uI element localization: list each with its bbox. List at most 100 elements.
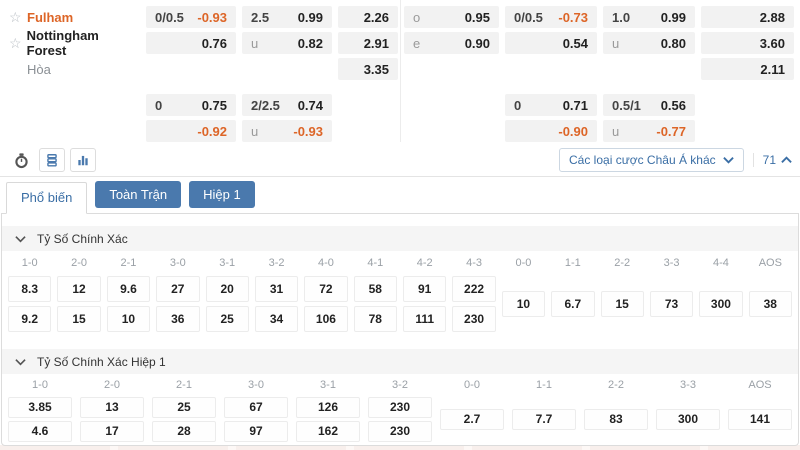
score-odds-cell[interactable]: 34 <box>254 306 299 332</box>
chevron-down-icon <box>722 157 734 164</box>
odds-cell-handicap2-away[interactable]: -0.92 <box>146 120 236 142</box>
score-odds-cell[interactable]: 162 <box>296 421 360 442</box>
score-odds-cell[interactable]: 27 <box>156 276 200 302</box>
odds-cell-handicap-away-h1[interactable]: 0.54 <box>505 32 597 54</box>
odds-cell-over[interactable]: 2.5 0.99 <box>242 6 332 28</box>
score-odds-cell[interactable]: 73 <box>649 291 694 317</box>
score-odds-cell[interactable]: 141 <box>728 409 792 430</box>
odds-cell-over2[interactable]: 2/2.5 0.74 <box>242 94 332 116</box>
odds-cell-handicap-home[interactable]: 0/0.5 -0.93 <box>146 6 236 28</box>
section-correct-score-header[interactable]: Tỷ Số Chính Xác <box>2 226 798 251</box>
odds-cell-1x2-draw[interactable]: 3.35 <box>338 58 398 80</box>
odds-cell-1x2-away[interactable]: 2.91 <box>338 32 398 54</box>
score-odds-cell[interactable]: 126 <box>296 397 360 418</box>
score-odds-cell[interactable]: 97 <box>224 421 288 442</box>
score-odds-cell[interactable]: 2.7 <box>440 409 504 430</box>
odds-value: 0.90 <box>464 35 490 51</box>
under-label: u <box>612 123 620 139</box>
score-odds-cell[interactable]: 36 <box>156 306 200 332</box>
under-label: u <box>251 123 259 139</box>
tab-first-half[interactable]: Hiệp 1 <box>189 181 255 208</box>
score-odds-cell[interactable]: 230 <box>368 397 432 418</box>
score-column-label: 1-0 <box>32 379 48 391</box>
score-odds-cell[interactable]: 83 <box>584 409 648 430</box>
odds-value: -0.93 <box>293 123 323 139</box>
stopwatch-icon[interactable] <box>8 148 34 172</box>
score-odds-cell[interactable]: 25 <box>152 397 216 418</box>
score-odds-cell[interactable]: 300 <box>699 291 743 317</box>
score-odds-cell[interactable]: 13 <box>80 397 144 418</box>
score-odds-cell[interactable]: 9.2 <box>8 306 52 332</box>
score-odds-cell[interactable]: 8.3 <box>8 276 52 302</box>
score-odds-cell[interactable]: 230 <box>452 306 496 332</box>
score-column-label: 3-0 <box>169 257 186 269</box>
bar-chart-icon[interactable] <box>70 148 96 172</box>
under-label: u <box>612 35 620 51</box>
score-odds-cell[interactable]: 58 <box>353 276 397 302</box>
score-odds-cell[interactable]: 31 <box>254 276 299 302</box>
score-odds-cell[interactable]: 28 <box>152 421 216 442</box>
total-line: 0.5/1 <box>612 97 641 113</box>
under-label: u <box>251 35 259 51</box>
favorite-star-icon[interactable]: ☆ <box>9 34 22 51</box>
odds-cell-handicap2-away-h1[interactable]: -0.90 <box>505 120 597 142</box>
odds-cell-under2[interactable]: u -0.93 <box>242 120 332 142</box>
odds-cell-handicap2-home[interactable]: 0 0.75 <box>146 94 236 116</box>
score-column-label: 3-2 <box>392 379 408 391</box>
score-odds-cell[interactable]: 91 <box>403 276 447 302</box>
chevron-down-icon[interactable] <box>15 235 26 243</box>
odds-cell-even[interactable]: e 0.90 <box>404 32 499 54</box>
odds-value: -0.92 <box>197 123 227 139</box>
odds-value: 0.76 <box>201 35 227 51</box>
odds-cell-1x2-draw-h1[interactable]: 2.11 <box>701 58 794 80</box>
score-odds-cell[interactable]: 7.7 <box>512 409 576 430</box>
tab-full-time[interactable]: Toàn Trận <box>95 181 182 208</box>
score-odds-cell[interactable]: 15 <box>57 306 101 332</box>
score-odds-cell[interactable]: 25 <box>205 306 249 332</box>
odds-value: 0.54 <box>562 35 588 51</box>
score-odds-cell[interactable]: 3.85 <box>8 397 72 418</box>
score-odds-cell[interactable]: 15 <box>600 291 644 317</box>
odds-cell-over-h1[interactable]: 1.0 0.99 <box>603 6 695 28</box>
score-odds-cell[interactable]: 17 <box>80 421 144 442</box>
odds-cell-handicap-away[interactable]: 0.76 <box>146 32 236 54</box>
odds-cell-under2-h1[interactable]: u -0.77 <box>603 120 695 142</box>
score-odds-cell[interactable]: 4.6 <box>8 421 72 442</box>
odds-cell-odd[interactable]: o 0.95 <box>404 6 499 28</box>
score-odds-cell[interactable]: 230 <box>368 421 432 442</box>
score-odds-cell[interactable]: 12 <box>57 276 101 302</box>
score-odds-cell[interactable]: 106 <box>304 306 348 332</box>
odds-cell-1x2-home-h1[interactable]: 2.88 <box>701 6 794 28</box>
odds-cell-handicap2-home-h1[interactable]: 0 0.71 <box>505 94 597 116</box>
score-odds-cell[interactable]: 222 <box>452 276 496 302</box>
score-odds-cell[interactable]: 111 <box>403 306 447 332</box>
score-odds-cell[interactable]: 38 <box>748 291 792 317</box>
score-odds-cell[interactable]: 6.7 <box>551 291 595 317</box>
score-column-label: 4-2 <box>416 257 433 269</box>
tab-popular[interactable]: Phổ biến <box>6 182 88 214</box>
score-odds-cell[interactable]: 10 <box>106 306 151 332</box>
score-odds-cell[interactable]: 72 <box>304 276 348 302</box>
market-count-toggle[interactable]: 71 <box>752 153 792 167</box>
odds-cell-1x2-home[interactable]: 2.26 <box>338 6 398 28</box>
score-odds-cell[interactable]: 78 <box>353 306 397 332</box>
score-odds-cell[interactable]: 300 <box>656 409 720 430</box>
odds-cell-handicap-home-h1[interactable]: 0/0.5 -0.73 <box>505 6 597 28</box>
score-column-label: 3-2 <box>268 257 285 269</box>
score-odds-cell[interactable]: 10 <box>501 291 546 317</box>
section-title: Tỷ Số Chính Xác <box>37 231 128 246</box>
markets-list-icon[interactable] <box>39 148 65 172</box>
score-odds-cell[interactable]: 20 <box>205 276 249 302</box>
favorite-star-icon[interactable]: ☆ <box>9 8 22 25</box>
score-odds-cell[interactable]: 67 <box>224 397 288 418</box>
odds-cell-1x2-away-h1[interactable]: 3.60 <box>701 32 794 54</box>
odds-value: 3.60 <box>759 35 785 51</box>
odds-cell-under[interactable]: u 0.82 <box>242 32 332 54</box>
section-correct-score-h1-header[interactable]: Tỷ Số Chính Xác Hiệp 1 <box>2 349 798 374</box>
odds-cell-under-h1[interactable]: u 0.80 <box>603 32 695 54</box>
market-type-dropdown[interactable]: Các loại cược Châu Á khác <box>559 148 744 172</box>
chevron-down-icon[interactable] <box>15 358 26 366</box>
score-odds-cell[interactable]: 9.6 <box>106 276 151 302</box>
odds-cell-over2-h1[interactable]: 0.5/1 0.56 <box>603 94 695 116</box>
odds-value: 2.11 <box>760 61 785 77</box>
